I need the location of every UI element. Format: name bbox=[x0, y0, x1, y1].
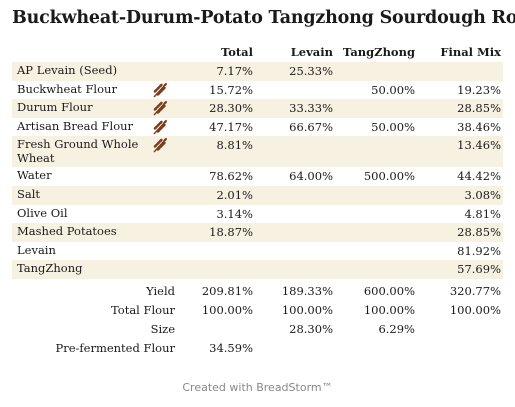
total-value: 18.87% bbox=[209, 225, 253, 240]
final-mix-value: 38.46% bbox=[457, 119, 501, 134]
table-row: Water 78.62% 64.00% 500.00% 44.42% bbox=[12, 167, 503, 186]
levain-value: 189.33% bbox=[281, 284, 333, 298]
ingredient-name: Salt bbox=[17, 186, 41, 201]
final-mix-value: 13.46% bbox=[457, 138, 501, 153]
final-mix-value: 28.85% bbox=[457, 101, 501, 116]
summary-row: Size 28.30% 6.29% bbox=[12, 320, 503, 339]
table-row: Mashed Potatoes 18.87% 28.85% bbox=[12, 223, 503, 242]
page-title: Buckwheat-Durum-Potato Tangzhong Sourdou… bbox=[12, 8, 515, 28]
column-header-tangzhong: TangZhong bbox=[342, 45, 415, 59]
ingredient-name: TangZhong bbox=[17, 261, 83, 276]
final-mix-value: 3.08% bbox=[464, 187, 501, 202]
footer-credit: Created with BreadStorm™ bbox=[182, 381, 333, 394]
ingredient-name: Artisan Bread Flour bbox=[17, 118, 134, 133]
summary-table: Yield 209.81% 189.33% 600.00% 320.77% Total F… bbox=[12, 282, 503, 358]
tangzhong-value: 600.00% bbox=[363, 284, 415, 298]
summary-row: Pre-fermented Flour 34.59% bbox=[12, 339, 503, 358]
total-value: 2.01% bbox=[216, 187, 253, 202]
ingredient-table: AP Levain (Seed) 7.17% 25.33% Buckwheat Flo… bbox=[12, 62, 503, 279]
table-row: Salt 2.01% 3.08% bbox=[12, 185, 503, 205]
levain-value: 66.67% bbox=[289, 119, 333, 134]
tangzhong-value: 50.00% bbox=[371, 119, 415, 134]
table-row: Fresh Ground Whole Wheat 8.81% 13.46% bbox=[12, 136, 503, 168]
summary-label: Size bbox=[150, 322, 175, 336]
wheat-icon bbox=[153, 119, 167, 135]
ingredient-name: Mashed Potatoes bbox=[17, 224, 117, 239]
wheat-icon bbox=[153, 101, 167, 116]
ingredient-name: Buckwheat Flour bbox=[17, 81, 117, 96]
wheat-icon bbox=[153, 82, 167, 98]
table-row: Buckwheat Flour 15.72% 50.00% 19.23% bbox=[12, 81, 503, 100]
total-value: 3.14% bbox=[216, 206, 253, 221]
total-value: 209.81% bbox=[201, 284, 253, 298]
summary-label: Total Flour bbox=[111, 303, 175, 317]
tangzhong-value: 500.00% bbox=[363, 169, 415, 184]
column-header-total: Total bbox=[220, 45, 253, 59]
total-value: 78.62% bbox=[209, 169, 253, 184]
levain-value: 28.30% bbox=[289, 322, 333, 336]
levain-value: 100.00% bbox=[281, 303, 333, 317]
table-row: AP Levain (Seed) 7.17% 25.33% bbox=[12, 62, 503, 81]
total-value: 8.81% bbox=[216, 138, 253, 153]
summary-row: Total Flour 100.00% 100.00% 100.00% 100.00% bbox=[12, 301, 503, 320]
total-value: 47.17% bbox=[209, 119, 253, 134]
tangzhong-value: 100.00% bbox=[363, 303, 415, 317]
tangzhong-value: 50.00% bbox=[371, 82, 415, 97]
final-mix-value: 19.23% bbox=[457, 82, 501, 97]
levain-value: 25.33% bbox=[289, 64, 333, 78]
ingredient-name: Water bbox=[17, 168, 52, 183]
total-value: 7.17% bbox=[216, 64, 253, 78]
final-mix-value: 28.85% bbox=[457, 225, 501, 240]
summary-label: Yield bbox=[146, 284, 175, 298]
final-mix-value: 4.81% bbox=[464, 206, 501, 221]
table-row: TangZhong 57.69% bbox=[12, 260, 503, 279]
wheat-icon bbox=[153, 138, 167, 153]
ingredient-name: AP Levain (Seed) bbox=[17, 63, 118, 77]
levain-value: 64.00% bbox=[289, 169, 333, 184]
total-value: 100.00% bbox=[201, 303, 253, 317]
final-mix-value: 320.77% bbox=[449, 284, 501, 298]
table-row: Artisan Bread Flour 47.17% 66.67% 50.00% 38.… bbox=[12, 118, 503, 137]
final-mix-value: 44.42% bbox=[457, 169, 501, 184]
table-row: Olive Oil 3.14% 4.81% bbox=[12, 205, 503, 224]
ingredient-name: Durum Flour bbox=[17, 100, 93, 115]
final-mix-value: 100.00% bbox=[449, 303, 501, 317]
ingredient-name: Olive Oil bbox=[17, 205, 68, 220]
final-mix-value: 57.69% bbox=[457, 262, 501, 277]
table-row: Durum Flour 28.30% 33.33% 28.85% bbox=[12, 99, 503, 118]
total-value: 15.72% bbox=[209, 82, 253, 97]
ingredient-name: Levain bbox=[17, 242, 56, 257]
tangzhong-value: 6.29% bbox=[378, 322, 415, 336]
total-value: 28.30% bbox=[209, 101, 253, 116]
summary-label: Pre-fermented Flour bbox=[55, 341, 175, 355]
table-row: Levain 81.92% bbox=[12, 242, 503, 261]
total-value: 34.59% bbox=[209, 341, 253, 355]
levain-value: 33.33% bbox=[289, 101, 333, 116]
summary-row: Yield 209.81% 189.33% 600.00% 320.77% bbox=[12, 282, 503, 301]
column-header-final-mix: Final Mix bbox=[440, 45, 501, 59]
column-header-levain: Levain bbox=[290, 45, 333, 59]
final-mix-value: 81.92% bbox=[457, 243, 501, 258]
ingredient-name: Fresh Ground Whole Wheat bbox=[17, 137, 139, 165]
